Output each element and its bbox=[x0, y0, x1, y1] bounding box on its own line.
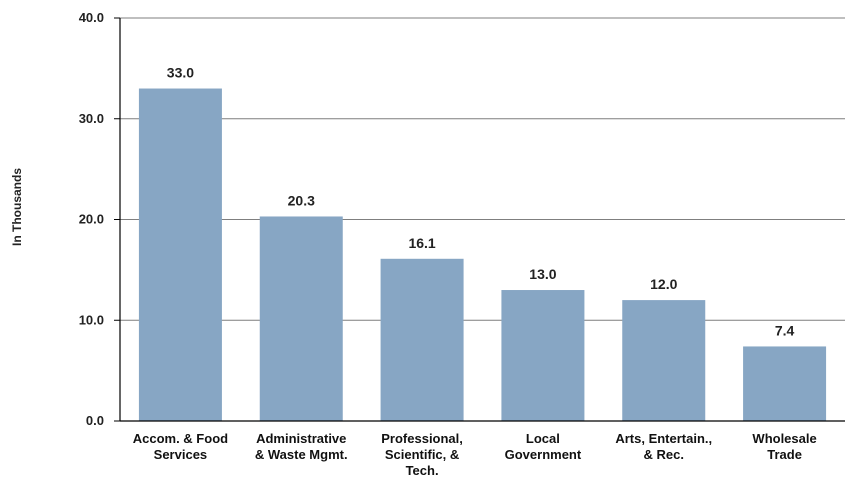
bar bbox=[501, 290, 585, 421]
bar bbox=[622, 300, 706, 421]
bar bbox=[138, 88, 222, 422]
x-category-label: & Rec. bbox=[644, 447, 684, 462]
y-axis-title: In Thousands bbox=[10, 168, 24, 246]
x-category-label: Wholesale bbox=[752, 431, 816, 446]
x-category-label: Government bbox=[505, 447, 582, 462]
x-category-label: Accom. & Food bbox=[133, 431, 228, 446]
y-tick-label: 40.0 bbox=[79, 10, 104, 25]
x-category-label: & Waste Mgmt. bbox=[255, 447, 348, 462]
y-tick-label: 0.0 bbox=[86, 413, 104, 428]
bar bbox=[743, 346, 827, 421]
data-label: 12.0 bbox=[650, 276, 677, 292]
x-category-label: Administrative bbox=[256, 431, 346, 446]
bars bbox=[138, 88, 827, 422]
x-category-label: Arts, Entertain., bbox=[615, 431, 712, 446]
x-category-label: Services bbox=[154, 447, 208, 462]
x-category-label: Professional, bbox=[381, 431, 463, 446]
x-category-label: Trade bbox=[767, 447, 802, 462]
y-tick-label: 10.0 bbox=[79, 312, 104, 327]
data-label: 16.1 bbox=[408, 235, 435, 251]
bar bbox=[380, 258, 464, 421]
y-tick-label: 20.0 bbox=[79, 212, 104, 227]
data-label: 13.0 bbox=[529, 266, 556, 282]
x-category-label: Tech. bbox=[406, 463, 439, 478]
data-label: 7.4 bbox=[775, 322, 795, 338]
x-category-label: Local bbox=[526, 431, 560, 446]
y-tick-label: 30.0 bbox=[79, 111, 104, 126]
axes bbox=[114, 17, 845, 422]
data-label: 33.0 bbox=[167, 65, 194, 81]
gridlines bbox=[120, 17, 845, 321]
labels: 0.0 10.0 20.0 30.0 40.0 33.0 Accom. & FoodServ… bbox=[79, 10, 817, 478]
data-label: 20.3 bbox=[288, 192, 315, 208]
x-category-label: Scientific, & bbox=[385, 447, 459, 462]
bar bbox=[259, 216, 343, 421]
